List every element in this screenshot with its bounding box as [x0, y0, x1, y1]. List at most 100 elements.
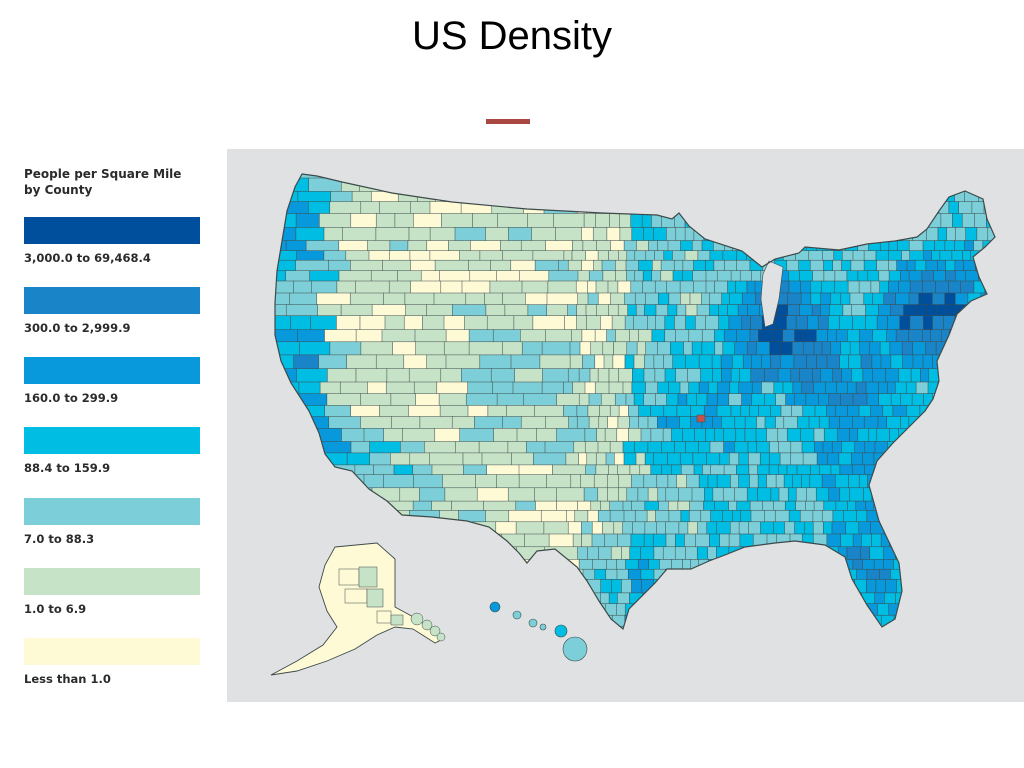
county-cell — [923, 250, 933, 261]
county-cell — [823, 201, 833, 215]
county-cell — [746, 341, 757, 356]
county-cell — [705, 428, 715, 442]
county-cell — [948, 280, 962, 294]
county-cell — [815, 614, 826, 627]
county-cell — [589, 368, 599, 383]
county-cell — [740, 510, 752, 523]
county-cell — [593, 191, 607, 203]
county-cell — [827, 546, 839, 560]
county-cell — [582, 354, 596, 370]
county-cell — [675, 533, 685, 548]
county-cell — [878, 568, 891, 580]
county-cell — [944, 614, 955, 627]
county-cell — [717, 381, 731, 395]
county-cell — [821, 177, 833, 192]
county-cell — [764, 510, 776, 523]
county-cell — [720, 603, 733, 616]
county-cell — [626, 250, 636, 261]
county-cell — [679, 416, 692, 429]
county-cell — [990, 270, 995, 282]
county-cell — [747, 441, 758, 454]
county-cell — [729, 227, 743, 242]
county-cell — [712, 487, 724, 502]
county-cell — [751, 381, 762, 395]
county-cell — [694, 579, 707, 594]
county-cell — [825, 626, 838, 629]
county-cell — [766, 626, 780, 629]
county-cell — [655, 393, 668, 406]
county-cell — [865, 315, 878, 331]
county-cell — [854, 191, 864, 203]
county-cell — [990, 405, 995, 417]
county-cell — [757, 464, 770, 476]
county-cell — [780, 177, 790, 192]
county-cell — [906, 174, 917, 179]
county-cell — [472, 626, 492, 629]
county-cell — [816, 329, 829, 343]
county-cell — [886, 381, 896, 395]
county-cell — [777, 546, 793, 560]
county-cell — [976, 227, 989, 242]
county-cell — [652, 259, 662, 272]
county-cell — [716, 521, 731, 535]
county-cell — [921, 579, 936, 594]
county-cell — [848, 354, 862, 370]
county-cell — [957, 521, 972, 535]
county-cell — [750, 354, 762, 370]
county-cell — [687, 368, 701, 383]
county-cell — [703, 405, 718, 417]
county-cell — [774, 191, 788, 203]
county-cell — [877, 416, 888, 429]
county-cell — [922, 592, 938, 605]
county-cell — [619, 213, 632, 228]
county-cell — [834, 568, 848, 580]
county-cell — [747, 174, 762, 179]
county-cell — [558, 259, 569, 272]
county-cell — [660, 270, 674, 282]
county-cell — [762, 250, 776, 261]
county-cell — [489, 579, 512, 607]
county-cell — [608, 592, 618, 605]
county-cell — [626, 487, 639, 502]
county-cell — [923, 393, 934, 406]
county-cell — [287, 487, 313, 518]
county-cell — [926, 227, 939, 242]
county-cell — [606, 559, 618, 570]
legend-label: 88.4 to 159.9 — [24, 461, 111, 475]
county-cell — [424, 579, 444, 613]
county-cell — [835, 329, 848, 343]
county-cell — [993, 250, 995, 261]
county-cell — [804, 521, 814, 535]
county-cell — [885, 474, 895, 489]
county-cell — [955, 270, 967, 282]
county-cell — [724, 191, 738, 203]
county-cell — [828, 487, 841, 502]
county-cell — [606, 177, 619, 192]
county-cell — [596, 240, 611, 252]
county-cell — [942, 177, 953, 192]
county-cell — [684, 533, 697, 548]
county-cell — [678, 592, 691, 605]
hawaii-island — [512, 610, 522, 620]
county-cell — [913, 201, 927, 215]
county-cell — [977, 546, 988, 560]
county-cell — [860, 614, 870, 627]
county-cell — [899, 315, 911, 331]
county-cell — [830, 464, 841, 476]
county-cell — [919, 405, 934, 417]
legend-item-300-to-2999: 300.0 to 2,999.9 — [24, 287, 204, 335]
county-cell — [831, 174, 845, 179]
county-cell — [985, 368, 995, 383]
county-cell — [852, 464, 865, 476]
county-cell — [709, 626, 723, 629]
county-cell — [745, 603, 760, 616]
county-cell — [925, 201, 940, 215]
county-cell — [935, 280, 949, 294]
county-cell — [621, 546, 631, 560]
county-cell — [933, 614, 945, 627]
county-cell — [716, 227, 730, 242]
county-cell — [994, 292, 995, 306]
county-cell — [275, 464, 302, 482]
county-cell — [931, 500, 943, 511]
county-cell — [897, 452, 907, 466]
